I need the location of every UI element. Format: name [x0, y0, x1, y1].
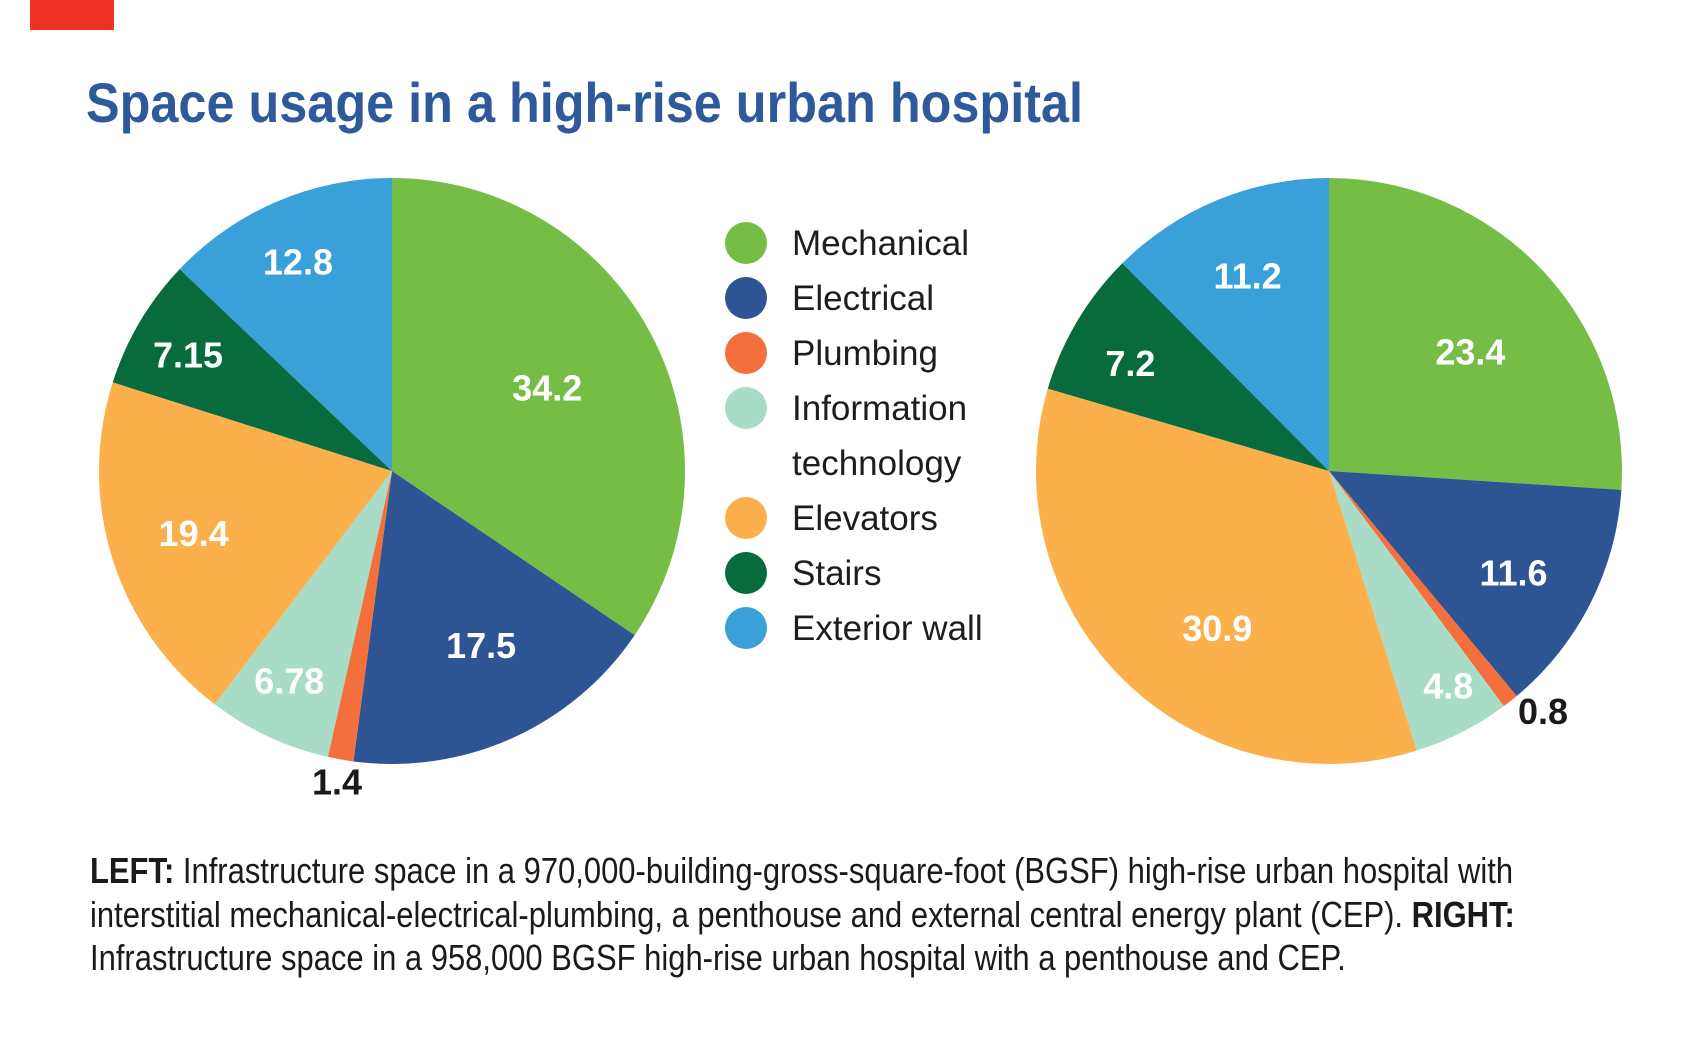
pie-value-label-exterior-wall: 11.2 [1214, 255, 1282, 296]
legend-item-information-technology: Information technology [725, 381, 983, 491]
caption-bold-tag: RIGHT: [1411, 893, 1515, 935]
pie-slice-electrical [353, 471, 635, 764]
pie-value-label-electrical: 17.5 [446, 625, 516, 666]
legend-swatch-stairs [725, 552, 767, 594]
caption-text: interstitial mechanical-electrical-plumb… [90, 893, 1412, 935]
caption-bold-tag: LEFT: [90, 850, 175, 891]
legend-label: Information technology [792, 389, 968, 483]
pie-slice-information-technology [214, 471, 392, 757]
legend-swatch-mechanical [725, 222, 767, 264]
legend-swatch-plumbing [725, 332, 767, 374]
pie-value-label-elevators: 30.9 [1182, 608, 1252, 649]
pie-slice-mechanical [392, 178, 685, 636]
legend-label: Electrical [792, 279, 934, 318]
legend-swatch-electrical [725, 277, 767, 319]
caption-text: Infrastructure space in a 958,000 BGSF h… [90, 937, 1346, 978]
pie-slice-elevators [1035, 388, 1417, 764]
pie-slice-mechanical [1329, 178, 1623, 490]
legend-item-exterior-wall: Exterior wall [725, 601, 983, 656]
pie-slice-stairs [112, 269, 392, 471]
legend-swatch-elevators [725, 497, 767, 539]
legend-item-mechanical: Mechanical [725, 216, 983, 271]
pie-value-label-mechanical: 34.2 [512, 367, 582, 408]
caption-text: Infrastructure space in a 970,000-buildi… [174, 850, 1514, 891]
caption: LEFT: Infrastructure space in a 970,000-… [90, 849, 1638, 980]
legend-item-plumbing: Plumbing [725, 326, 983, 381]
pie-value-label-information-technology: 4.8 [1423, 665, 1473, 706]
pie-slice-stairs [1047, 263, 1329, 471]
legend-label: Plumbing [792, 334, 938, 373]
legend-label: Elevators [792, 499, 938, 538]
pie-slice-electrical [1329, 471, 1622, 696]
pie-chart-left: 34.2 17.5 1.4 6.78 19.4 7.15 12.8 [99, 178, 685, 803]
legend-item-stairs: Stairs [725, 546, 983, 601]
legend-item-electrical: Electrical [725, 271, 983, 326]
figure-title: Space usage in a high-rise urban hospita… [86, 71, 1084, 134]
pie-slice-exterior-wall [179, 178, 392, 471]
legend-swatch-information-technology [725, 387, 767, 429]
legend-label: Mechanical [792, 224, 970, 263]
pie-slice-exterior-wall [1122, 178, 1329, 471]
pie-value-label-stairs: 7.2 [1105, 343, 1155, 384]
pie-value-label-stairs: 7.15 [153, 335, 223, 376]
legend-swatch-exterior-wall [725, 607, 767, 649]
pie-slice-elevators [99, 382, 392, 705]
pie-chart-right: 23.4 11.6 0.8 4.8 30.9 7.2 11.2 [1035, 178, 1623, 764]
pie-value-label-information-technology: 6.78 [254, 661, 324, 702]
legend-label: Stairs [792, 554, 882, 593]
pie-value-label-exterior-wall: 12.8 [263, 242, 333, 283]
pie-value-label-electrical: 11.6 [1479, 552, 1547, 593]
pie-value-label-plumbing: 0.8 [1518, 691, 1568, 732]
pie-value-label-plumbing: 1.4 [312, 762, 362, 803]
pie-value-label-elevators: 19.4 [159, 513, 229, 554]
accent-bar [30, 0, 114, 30]
pie-slice-information-technology [1329, 471, 1504, 751]
legend: Mechanical Electrical Plumbing Information t… [725, 216, 983, 656]
pie-slice-plumbing [327, 471, 392, 762]
legend-label: Exterior wall [792, 609, 983, 648]
pie-value-label-mechanical: 23.4 [1435, 331, 1505, 372]
pie-slice-plumbing [1329, 471, 1517, 707]
legend-item-elevators: Elevators [725, 491, 983, 546]
